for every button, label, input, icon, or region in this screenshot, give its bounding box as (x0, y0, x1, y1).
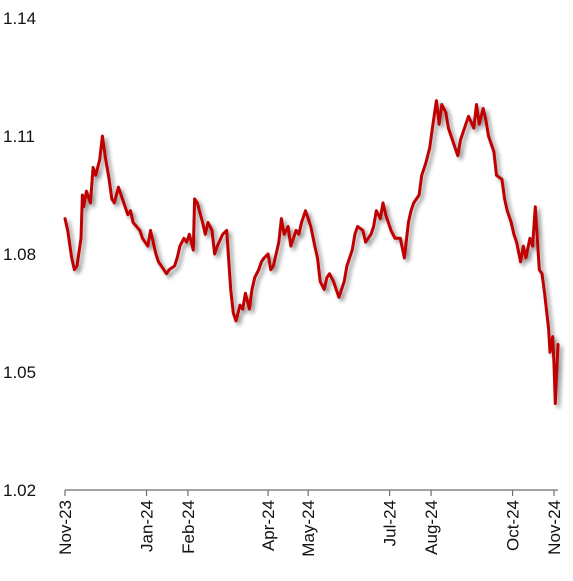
x-tick-label: Aug-24 (422, 500, 441, 555)
x-tick-label: May-24 (299, 500, 318, 557)
x-tick-label: Jul-24 (381, 500, 400, 546)
x-tick-label: Nov-23 (56, 500, 75, 555)
series-group (63, 99, 560, 405)
x-tick-label: Oct-24 (504, 500, 523, 551)
y-axis-tick-labels: 1.14 1.11 1.08 1.05 1.02 (3, 9, 36, 500)
y-tick-label: 1.14 (3, 9, 36, 28)
x-tick-label: Jan-24 (137, 500, 156, 552)
x-tick-label: Nov-24 (545, 500, 564, 555)
x-axis-ticks: Nov-23 Jan-24 Feb-24 Apr-24 May-24 Jul-24 Aug-… (56, 490, 564, 557)
y-tick-label: 1.02 (3, 481, 36, 500)
series-line (63, 99, 560, 405)
y-tick-label: 1.11 (3, 127, 35, 146)
x-tick-label: Apr-24 (259, 500, 278, 551)
x-tick-label: Feb-24 (179, 500, 198, 554)
y-tick-label: 1.05 (3, 363, 36, 382)
y-tick-label: 1.08 (3, 245, 36, 264)
